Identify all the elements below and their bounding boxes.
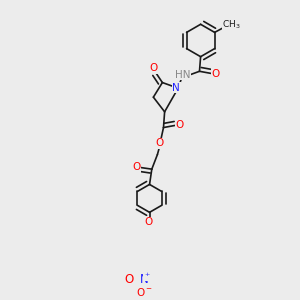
Text: O: O <box>125 273 134 286</box>
Text: HN: HN <box>175 70 191 80</box>
Text: O$^-$: O$^-$ <box>136 286 153 298</box>
Text: O: O <box>211 69 219 79</box>
Text: O: O <box>132 162 140 172</box>
Text: N: N <box>172 83 180 93</box>
Text: CH$_3$: CH$_3$ <box>222 18 241 31</box>
Text: O: O <box>144 218 153 227</box>
Text: N: N <box>140 273 148 286</box>
Text: $^+$: $^+$ <box>143 272 151 281</box>
Text: O: O <box>175 120 183 130</box>
Text: O: O <box>155 138 164 148</box>
Text: O: O <box>150 63 158 74</box>
